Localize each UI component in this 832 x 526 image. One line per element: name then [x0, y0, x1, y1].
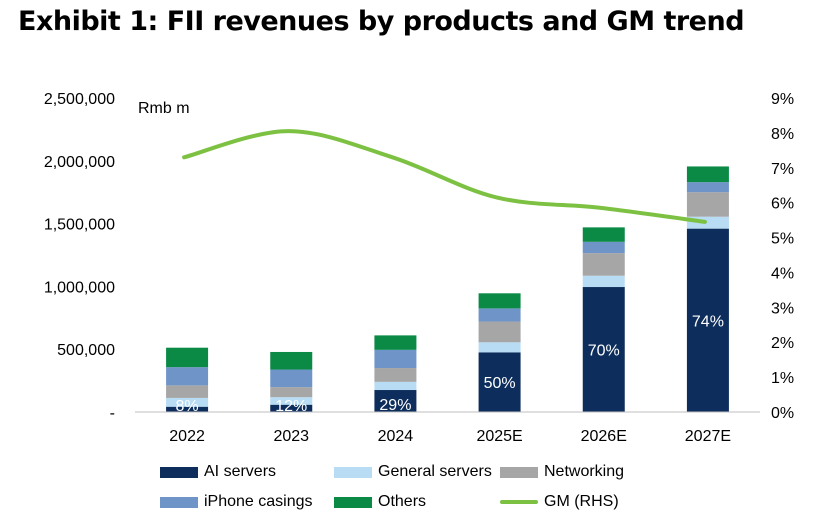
bar-segment	[166, 347, 209, 368]
bar-segment	[686, 166, 729, 183]
x-tick-label: 2022	[169, 428, 205, 445]
gm-series-line	[182, 129, 707, 224]
x-tick-label: 2023	[273, 428, 309, 445]
bar-segment	[478, 342, 521, 353]
bar-segment	[374, 381, 417, 391]
right-y-axis: 0% 1% 2% 3% 4% 5% 6% 7% 8% 9%	[771, 91, 794, 422]
legend-swatch	[160, 466, 198, 478]
bar-segment	[686, 182, 729, 193]
legend-item: Networking	[500, 463, 624, 481]
bar-segment	[582, 241, 625, 254]
left-y-axis: - 500,000 1,000,000 1,500,000 2,000,000 2,500…	[44, 91, 115, 422]
legend-swatch	[500, 500, 538, 504]
left-tick-label: 2,500,000	[44, 91, 115, 108]
legend-label: General servers	[378, 463, 492, 480]
bar-segment	[166, 397, 209, 407]
bar-segment	[374, 390, 417, 412]
left-tick-label: 1,000,000	[44, 279, 115, 296]
bar-segment	[686, 216, 729, 229]
x-tick-label: 2024	[378, 428, 414, 445]
x-axis: 2022 2023 2024 2025E 2026E 2027E	[135, 411, 760, 445]
revenue-gm-chart: - 500,000 1,000,000 1,500,000 2,000,000 2,500…	[44, 91, 794, 445]
legend-label: GM (RHS)	[544, 493, 619, 510]
bar-segment	[270, 369, 313, 388]
bar-share-label: 8%	[176, 398, 199, 415]
bar-segment	[270, 397, 313, 405]
right-tick-label: 1%	[771, 370, 794, 387]
left-tick-label: 1,500,000	[44, 217, 115, 234]
bar-segment	[582, 287, 625, 412]
legend-swatch	[500, 466, 538, 478]
gm-line	[182, 129, 707, 224]
bar-share-label: 74%	[692, 313, 724, 330]
left-tick-label: -	[110, 405, 115, 422]
left-tick-label: 500,000	[57, 342, 115, 359]
right-tick-label: 0%	[771, 405, 794, 422]
bar-segment	[478, 308, 521, 322]
bar-segment	[478, 293, 521, 309]
bar-segment	[582, 253, 625, 276]
bar-segment	[270, 404, 313, 412]
right-tick-label: 5%	[771, 231, 794, 248]
bar-segment	[166, 367, 209, 386]
bar-share-label: 29%	[379, 397, 411, 414]
legend-label: Others	[378, 493, 427, 510]
bar-share-label: 50%	[484, 375, 516, 392]
chart-title: Exhibit 1: FII revenues by products and …	[18, 6, 745, 37]
right-tick-label: 7%	[771, 161, 794, 178]
left-tick-label: 2,000,000	[44, 154, 115, 171]
legend-swatch	[334, 466, 372, 478]
right-tick-label: 2%	[771, 335, 794, 352]
bar-segment	[166, 406, 209, 412]
legend: AI servers General servers Networking iPhon…	[160, 460, 720, 520]
right-tick-label: 6%	[771, 196, 794, 213]
bar-segment	[582, 227, 625, 242]
unit-label: Rmb m	[138, 100, 190, 117]
legend-label: Networking	[544, 463, 625, 480]
legend-item: General servers	[334, 463, 492, 481]
bar-segment	[374, 335, 417, 350]
x-tick-label: 2027E	[685, 428, 731, 445]
bar-labels: 8% 12% 29% 50% 70% 74%	[176, 313, 724, 415]
legend-item: AI servers	[160, 463, 276, 481]
x-tick-label: 2026E	[581, 428, 627, 445]
right-tick-label: 8%	[771, 126, 794, 143]
bar-segment	[478, 352, 521, 412]
bar-share-label: 70%	[588, 343, 620, 360]
bar-segment	[270, 351, 313, 370]
legend-item: GM (RHS)	[500, 493, 619, 511]
stacked-bars	[166, 166, 729, 412]
legend-swatch	[160, 496, 198, 508]
legend-label: iPhone casings	[204, 493, 313, 510]
bar-segment	[166, 385, 209, 398]
bar-segment	[270, 387, 313, 398]
bar-segment	[686, 228, 729, 412]
bar-segment	[686, 192, 729, 217]
bar-segment	[478, 321, 521, 343]
x-tick-label: 2025E	[476, 428, 522, 445]
bar-share-label: 12%	[275, 398, 307, 415]
legend-swatch	[334, 496, 372, 508]
legend-item: Others	[334, 493, 426, 511]
bar-segment	[582, 275, 625, 288]
legend-item: iPhone casings	[160, 493, 313, 511]
right-tick-label: 9%	[771, 91, 794, 108]
bar-segment	[374, 349, 417, 369]
right-tick-label: 4%	[771, 265, 794, 282]
right-tick-label: 3%	[771, 300, 794, 317]
bar-segment	[374, 368, 417, 382]
legend-label: AI servers	[204, 463, 277, 480]
